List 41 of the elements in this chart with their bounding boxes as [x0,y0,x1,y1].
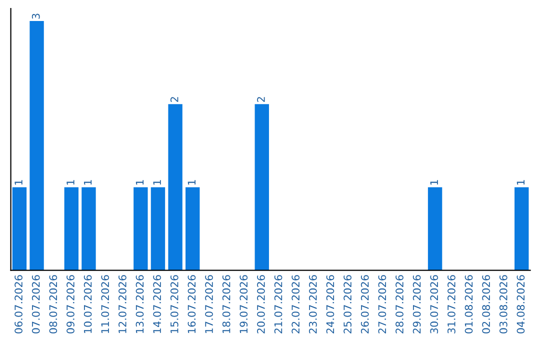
x-tick-label: 17.07.2026 [205,275,213,333]
x-tick-label: 06.07.2026 [14,275,22,334]
x-tick-label: 19.07.2026 [240,275,248,333]
x-tick-label: 08.07.2026 [49,275,58,334]
x-tick-label: 21.07.2026 [274,275,282,334]
data-label: 2 [170,97,178,102]
x-tick-label: 12.07.2026 [118,275,126,333]
x-tick-label: 10.07.2026 [84,275,92,333]
x-tick-label: 29.07.2026 [412,275,421,334]
x-tick-label: 14.07.2026 [153,275,162,333]
x-tick-label: 28.07.2026 [396,275,404,334]
data-label: 1 [153,180,161,185]
data-label: 2 [257,97,265,102]
x-tick-label: 25.07.2026 [344,275,352,334]
data-label: 1 [188,180,196,185]
x-tick-label: 01.08.2026 [464,275,473,334]
x-tick-label: 07.07.2026 [32,275,40,334]
x-tick-label: 22.07.2026 [292,275,300,334]
x-tick-label: 15.07.2026 [170,275,178,333]
data-label: 1 [516,180,524,185]
x-tick-label: 23.07.2026 [308,275,317,334]
data-label: 1 [136,180,144,185]
data-label: 3 [32,14,40,19]
x-tick-label: 27.07.2026 [378,275,386,334]
x-tick-label: 11.07.2026 [101,275,110,333]
x-tick-label: 18.07.2026 [222,275,230,333]
data-label: 1 [430,180,438,185]
x-tick-label: 03.08.2026 [499,275,508,334]
x-tick-label: 20.07.2026 [257,275,265,334]
x-tick-label: 04.08.2026 [516,275,525,334]
x-tick-label: 24.07.2026 [326,275,334,334]
data-label: 1 [14,180,22,185]
x-tick-label: 30.07.2026 [430,275,438,334]
data-label: 1 [66,180,74,185]
x-tick-label: 09.07.2026 [66,275,74,334]
x-tick-label: 02.08.2026 [482,275,490,334]
x-tick-label: 31.07.2026 [448,275,456,334]
x-tick-label: 26.07.2026 [360,275,369,334]
x-tick-label: 13.07.2026 [136,275,144,333]
data-label: 1 [84,180,92,185]
x-tick-label: 16.07.2026 [188,275,196,333]
